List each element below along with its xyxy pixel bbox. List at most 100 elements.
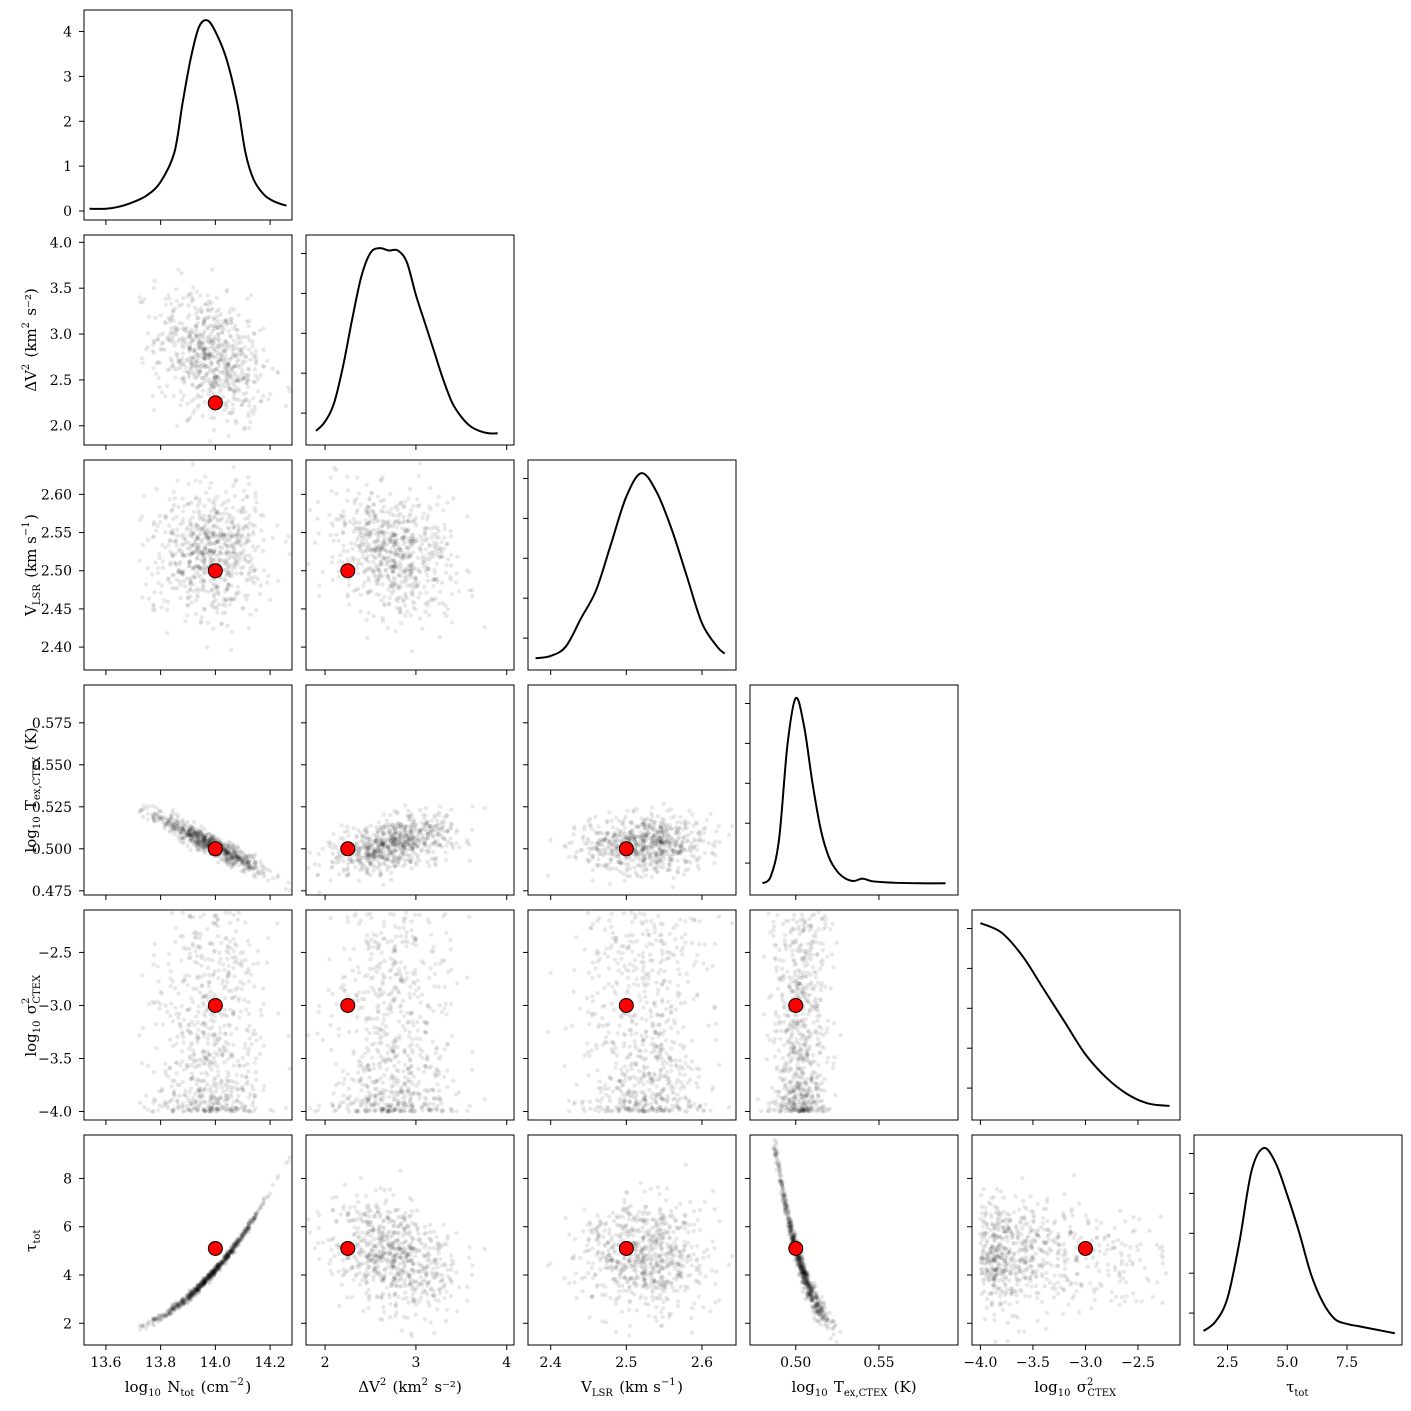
sample-point	[211, 992, 217, 997]
sample-point	[217, 558, 223, 563]
sample-point	[213, 373, 218, 378]
sample-point	[235, 1058, 241, 1064]
sample-point	[170, 309, 175, 314]
sample-point	[190, 999, 196, 1005]
sample-point	[208, 941, 213, 946]
sample-point	[183, 540, 189, 545]
sample-point	[198, 370, 204, 375]
sample-point	[172, 306, 178, 311]
sample-point	[196, 383, 202, 389]
sample-point	[186, 291, 192, 297]
sample-point	[350, 546, 355, 552]
sample-point	[348, 541, 354, 546]
sample-point	[198, 579, 203, 584]
sample-point	[223, 338, 228, 343]
sample-point	[257, 328, 263, 333]
sample-point	[208, 381, 213, 387]
sample-point	[206, 497, 212, 503]
sample-point	[224, 339, 229, 345]
sample-point	[212, 315, 218, 320]
sample-point	[253, 348, 258, 354]
sample-point	[180, 326, 185, 331]
sample-point	[198, 363, 203, 369]
sample-point	[233, 418, 238, 423]
sample-point	[191, 347, 197, 353]
sample-point	[245, 938, 251, 943]
sample-point	[154, 361, 159, 366]
sample-point	[189, 1040, 195, 1046]
sample-point	[173, 286, 179, 292]
sample-point	[145, 345, 151, 350]
sample-point	[174, 328, 179, 333]
sample-point	[230, 354, 236, 359]
sample-point	[222, 380, 227, 385]
sample-point	[617, 833, 622, 839]
sample-point	[179, 534, 184, 539]
sample-point	[670, 857, 675, 862]
sample-point	[338, 552, 343, 558]
y-tick-label: 2.50	[41, 564, 72, 580]
sample-point	[270, 535, 276, 540]
sample-point	[222, 1059, 227, 1065]
sample-point	[181, 345, 186, 350]
sample-point	[157, 1006, 162, 1011]
sample-point	[152, 941, 157, 946]
sample-point	[433, 596, 438, 601]
sample-point	[242, 344, 248, 350]
sample-point	[230, 410, 235, 416]
sample-point	[667, 862, 672, 868]
sample-point	[146, 596, 152, 601]
sample-point	[196, 1027, 201, 1032]
sample-point	[243, 376, 248, 381]
sample-point	[334, 467, 339, 473]
sample-point	[234, 378, 239, 383]
y-tick-label: 3.5	[50, 281, 72, 297]
sample-point	[170, 807, 176, 813]
sample-point	[169, 326, 174, 331]
sample-point	[346, 872, 352, 877]
sample-point	[230, 381, 236, 386]
sample-point	[159, 390, 165, 395]
sample-point	[216, 516, 221, 522]
sample-point	[660, 828, 665, 834]
sample-point	[169, 911, 175, 916]
sample-point	[194, 545, 199, 550]
sample-point	[211, 1081, 216, 1086]
sample-point	[257, 591, 263, 597]
sample-point	[224, 597, 229, 603]
sample-point	[163, 302, 169, 307]
sample-point	[233, 387, 239, 393]
sample-point	[166, 1074, 171, 1079]
sample-point	[228, 573, 234, 579]
sample-point	[201, 335, 206, 341]
sample-point	[226, 363, 232, 369]
sample-point	[482, 624, 487, 630]
sample-point	[217, 322, 223, 328]
sample-point	[234, 590, 240, 596]
sample-point	[155, 1108, 161, 1113]
sample-point	[191, 943, 196, 948]
sample-point	[181, 945, 186, 950]
sample-point	[223, 402, 228, 408]
sample-point	[207, 377, 212, 382]
sample-point	[168, 562, 173, 568]
sample-point	[221, 369, 227, 375]
sample-point	[320, 846, 326, 851]
sample-point	[216, 318, 221, 324]
sample-point	[171, 393, 176, 399]
sample-point	[241, 565, 246, 570]
sample-point	[378, 545, 383, 550]
sample-point	[216, 332, 221, 338]
sample-point	[345, 474, 350, 479]
sample-point	[186, 375, 192, 380]
sample-point	[218, 621, 224, 626]
sample-point	[200, 350, 205, 355]
sample-point	[231, 338, 236, 343]
sample-point	[177, 336, 182, 342]
sample-point	[202, 317, 208, 322]
sample-point	[231, 549, 237, 554]
sample-point	[163, 1003, 168, 1008]
sample-point	[636, 874, 641, 879]
sample-point	[328, 475, 333, 480]
sample-point	[200, 1093, 206, 1098]
